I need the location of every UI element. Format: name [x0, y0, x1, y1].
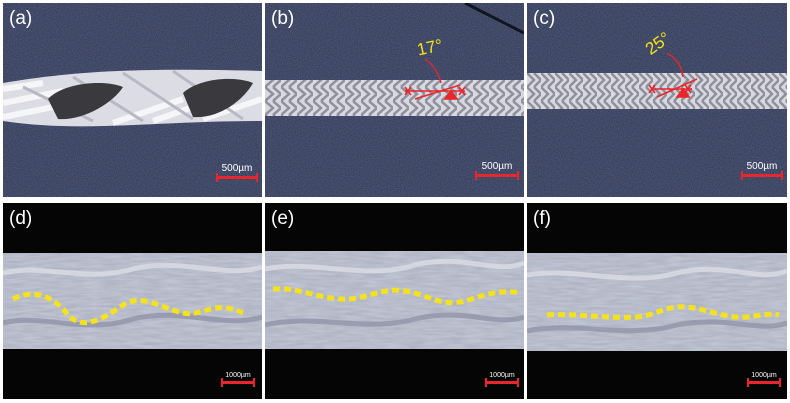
panel-e-image: [265, 203, 524, 399]
tow-path-marker: [11, 291, 245, 326]
panel-d-image: [3, 203, 262, 399]
angle-annotation: [404, 84, 466, 100]
panel-label: (d): [9, 208, 33, 229]
scale-bar-label: 500µm: [481, 161, 513, 172]
panel-f-image: [527, 203, 787, 399]
scale-bar-label: 1000µm: [489, 372, 515, 379]
panel-a-image: [3, 3, 262, 197]
panel-label: (c): [533, 8, 556, 29]
scale-bar-label: 500µm: [221, 163, 253, 174]
tow-path-marker: [546, 304, 780, 320]
panel-label: (f): [533, 208, 551, 229]
scale-bar-label: 1000µm: [225, 372, 251, 379]
braided-fiber: [527, 73, 787, 109]
scale-bar-label: 500µm: [746, 161, 778, 172]
scale-bar: 1000µm: [747, 371, 781, 387]
scale-bar: 1000µm: [221, 371, 255, 387]
panel-b-image: [265, 3, 524, 197]
fiber-core: [183, 78, 253, 118]
panel-c-image: [527, 3, 787, 197]
angle-annotation: [648, 78, 698, 98]
scale-bar: 500µm: [475, 161, 519, 180]
panel-e: (e) 1000µm: [265, 203, 524, 399]
tow-path-marker: [272, 286, 522, 306]
panel-label: (a): [9, 8, 33, 29]
panel-a: (a) 500µm: [3, 3, 262, 197]
scale-bar-label: 1000µm: [751, 372, 777, 379]
panel-f: (f) 1000µm: [527, 203, 787, 399]
panel-b: (b) 17° 500µm: [265, 3, 524, 197]
panel-label: (e): [271, 208, 295, 229]
braided-fiber: [265, 80, 524, 116]
scale-bar: 500µm: [216, 163, 258, 182]
panel-c: (c) 25° 500µm: [527, 3, 787, 197]
scale-bar: 500µm: [741, 161, 783, 180]
panel-label: (b): [271, 8, 295, 29]
panel-d: (d) 1000µm: [3, 203, 262, 399]
scale-bar: 1000µm: [485, 371, 519, 387]
fiber-core: [48, 83, 123, 120]
